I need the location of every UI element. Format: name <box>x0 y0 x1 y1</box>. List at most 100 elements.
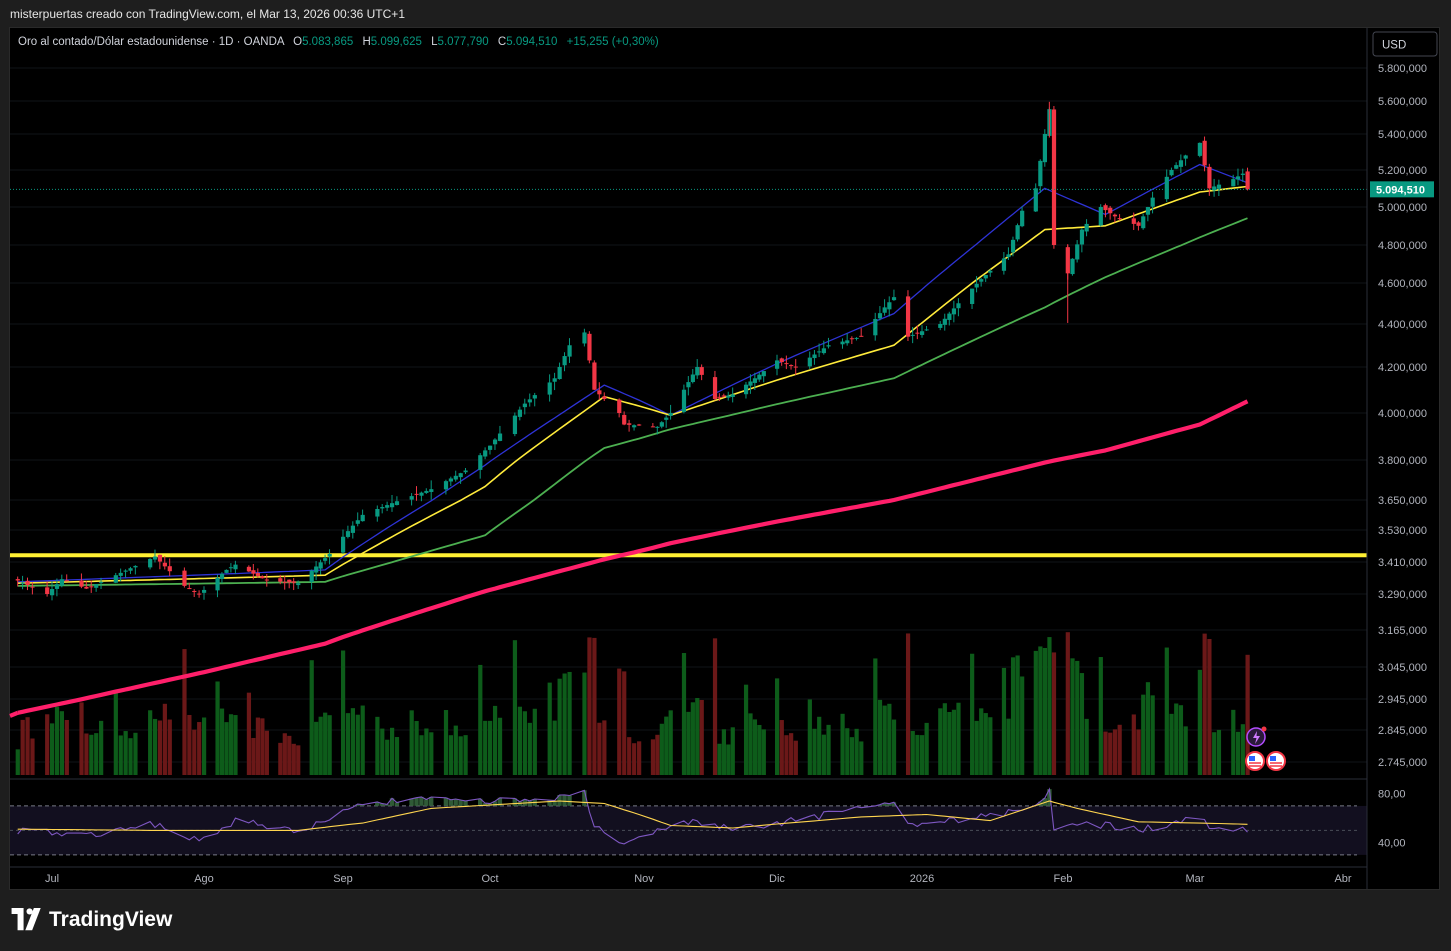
rsi-axis-label: 40,00 <box>1378 838 1406 850</box>
legend-open-value: 5.083,865 <box>302 36 353 48</box>
candle-body <box>1231 179 1236 187</box>
volume-bar <box>562 673 567 775</box>
candle-body <box>1075 244 1080 260</box>
volume-bar <box>1042 647 1048 775</box>
candle-body <box>15 579 20 581</box>
candle-body <box>807 357 812 367</box>
candle-body <box>1112 214 1118 217</box>
volume-bar <box>1015 655 1020 775</box>
volume-bar <box>845 728 850 775</box>
candle-body <box>414 493 419 495</box>
candle-body <box>59 579 65 586</box>
volume-bar <box>1197 669 1202 775</box>
candle-body <box>79 580 84 587</box>
candle-body <box>517 409 523 417</box>
candle-body <box>64 580 69 582</box>
candle-body <box>1240 173 1245 175</box>
volume-bar <box>497 717 503 775</box>
price-axis-label: 5.400,000 <box>1378 129 1427 141</box>
volume-bar <box>547 682 552 775</box>
volume-bar <box>1169 713 1174 775</box>
volume-bar <box>699 699 704 775</box>
time-axis-label: Feb <box>1054 873 1073 885</box>
volume-bar <box>260 718 265 775</box>
volume-bar <box>522 711 527 775</box>
price-axis-label: 3.650,000 <box>1378 495 1427 507</box>
volume-bar <box>1231 709 1236 775</box>
legend-high-label: H <box>362 36 370 48</box>
candle-body <box>1015 225 1020 240</box>
candle-body <box>793 366 798 368</box>
volume-bar <box>309 660 314 775</box>
candle-body <box>752 378 758 383</box>
candle-body <box>453 475 458 480</box>
candle-body <box>345 531 351 537</box>
volume-bar <box>726 744 731 775</box>
price-axis-label: 4.200,000 <box>1378 362 1427 374</box>
candle-body <box>309 570 314 582</box>
candle-body <box>905 296 911 337</box>
volume-bar <box>1131 714 1136 775</box>
volume-bar <box>655 734 660 775</box>
candle-body <box>323 558 328 561</box>
volume-bar <box>942 703 947 775</box>
candle-body <box>1212 186 1217 191</box>
volume-pane <box>10 553 1367 775</box>
candle-body <box>448 478 453 482</box>
candle-body <box>219 573 225 579</box>
candle-body <box>522 403 527 408</box>
volume-bar <box>488 720 493 775</box>
time-axis-label: Nov <box>634 873 654 885</box>
volume-bar <box>1070 658 1075 775</box>
volume-bar <box>1108 732 1113 775</box>
candle-body <box>983 274 988 279</box>
volume-bar <box>582 672 587 775</box>
volume-bar <box>793 740 798 775</box>
volume-bar <box>956 702 961 775</box>
volume-bar <box>296 745 301 775</box>
candle-body <box>478 455 483 470</box>
volume-bar <box>167 719 172 775</box>
volume-bar <box>1202 633 1207 775</box>
volume-bar <box>215 681 220 775</box>
volume-bar <box>99 720 104 775</box>
volume-bar <box>1065 632 1070 775</box>
candle-body <box>1150 197 1155 207</box>
price-axis-label: 5.200,000 <box>1378 165 1427 177</box>
candle-body <box>891 297 897 301</box>
chart-legend: Oro al contado/Dólar estadounidense · 1D… <box>18 36 659 48</box>
price-axis-label: 5.000,000 <box>1378 202 1427 214</box>
candle-body <box>587 333 592 361</box>
legend-open-label: O <box>293 36 302 48</box>
currency-button[interactable]: USD <box>1372 31 1438 57</box>
candle-body <box>627 423 632 425</box>
volume-bar <box>1216 729 1222 775</box>
volume-bar <box>492 705 498 775</box>
candle-body <box>380 507 385 509</box>
volume-bar <box>905 633 911 775</box>
candle-body <box>278 578 283 582</box>
tradingview-brand[interactable]: TradingView <box>11 908 172 932</box>
candle-body <box>264 579 269 581</box>
us-flag-icon[interactable] <box>1245 751 1265 771</box>
us-flag-icon-2[interactable] <box>1266 751 1286 771</box>
candle-body <box>632 425 637 428</box>
volume-bar <box>1051 652 1057 775</box>
volume-bar <box>429 732 434 775</box>
candle-body <box>1070 258 1075 275</box>
flash-icon[interactable] <box>1246 726 1267 747</box>
candle-body <box>1001 258 1007 271</box>
volume-bar <box>690 702 695 775</box>
volume-bar <box>20 719 25 775</box>
volume-bar <box>128 738 133 775</box>
volume-bar <box>717 743 722 775</box>
candle-body <box>409 496 414 500</box>
candle-body <box>1006 254 1011 258</box>
candle-body <box>1084 223 1089 232</box>
last-price-label-bg <box>1370 181 1434 198</box>
candle-body <box>287 579 292 583</box>
volume-bar <box>789 733 794 775</box>
volume-bar <box>375 716 380 775</box>
volume-bar <box>681 653 687 775</box>
